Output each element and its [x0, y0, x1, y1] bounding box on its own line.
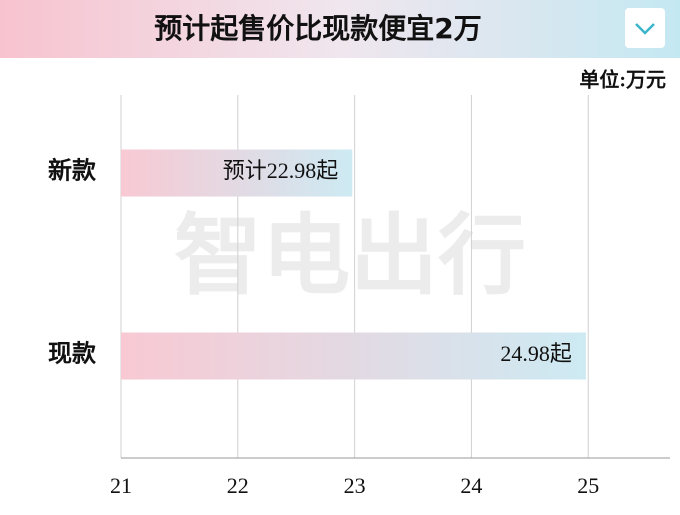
- x-tick-label: 22: [227, 473, 249, 498]
- chart-title: 预计起售价比现款便宜2万: [154, 12, 481, 45]
- bar: [121, 149, 353, 197]
- value-label: 24.98起: [500, 341, 572, 366]
- header-band: [0, 0, 680, 58]
- y-tick-label: 现款: [48, 341, 97, 368]
- x-tick-label: 21: [110, 473, 132, 498]
- x-tick-label: 24: [460, 473, 482, 498]
- unit-label: 单位:万元: [579, 68, 666, 92]
- watermark: 智电出行: [174, 204, 526, 307]
- bar: [121, 332, 586, 380]
- x-tick-label: 25: [577, 473, 599, 498]
- x-tick-label: 23: [344, 473, 366, 498]
- y-tick-label: 新款: [48, 157, 97, 185]
- value-label: 预计22.98起: [223, 158, 339, 183]
- dropdown-button[interactable]: [625, 8, 665, 48]
